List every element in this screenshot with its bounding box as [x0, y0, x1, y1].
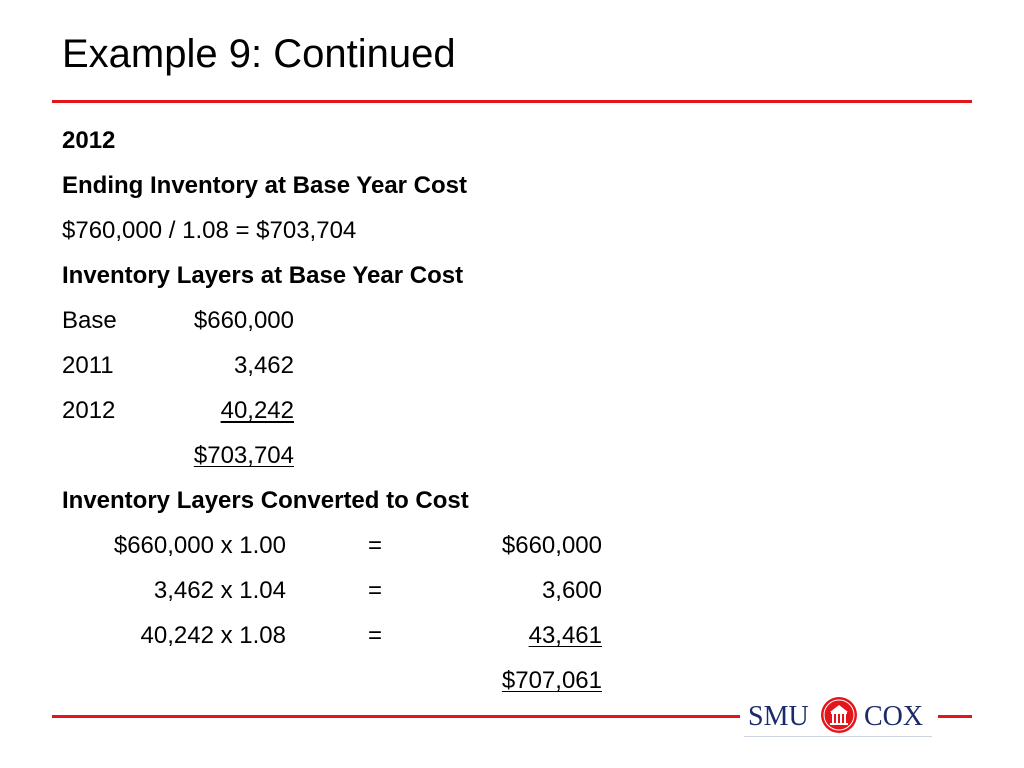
year-heading: 2012 — [62, 127, 116, 154]
logo-smu-text: SMU — [748, 701, 809, 732]
conversion-row: 3,462 x 1.04 = 3,600 — [62, 568, 622, 613]
layer-row: 2012 40,242 — [62, 388, 302, 433]
layer-label: 2012 — [62, 397, 116, 424]
conversion-calc: $660,000 x 1.00 — [113, 532, 286, 559]
logo-underline — [744, 736, 932, 737]
converted-total-row: $707,061 — [62, 658, 622, 703]
conversion-equals: = — [368, 622, 383, 649]
building-seal-icon — [821, 697, 857, 733]
layers-heading: Inventory Layers at Base Year Cost — [62, 262, 464, 289]
layer-amount: 3,462 — [233, 352, 294, 379]
conversion-result: $660,000 — [501, 532, 602, 559]
title-divider — [52, 100, 972, 103]
smu-cox-logo: SMU COX — [744, 694, 934, 740]
ending-inventory-calc: $760,000 / 1.08 = $703,704 — [62, 217, 357, 244]
conversion-result: 43,461 — [528, 622, 602, 649]
layer-row: Base $660,000 — [62, 298, 302, 343]
conversion-calc: 3,462 x 1.04 — [153, 577, 286, 604]
conversion-row: 40,242 x 1.08 = 43,461 — [62, 613, 622, 658]
conversion-row: $660,000 x 1.00 = $660,000 — [62, 523, 622, 568]
conversion-equals: = — [368, 577, 383, 604]
conversion-calc: 40,242 x 1.08 — [140, 622, 286, 649]
logo-cox-text: COX — [864, 701, 924, 732]
converted-total: $707,061 — [501, 667, 602, 694]
slide-title: Example 9: Continued — [62, 32, 456, 76]
layer-amount: $660,000 — [193, 307, 294, 334]
footer-divider-right — [938, 715, 972, 718]
conversion-equals: = — [368, 532, 383, 559]
layer-amount-value: 40,242 — [220, 397, 294, 424]
layer-label: 2011 — [62, 352, 114, 379]
converted-heading: Inventory Layers Converted to Cost — [62, 487, 469, 514]
conversion-result: 3,600 — [541, 577, 602, 604]
layers-total: $703,704 — [193, 442, 294, 469]
layer-amount: 40,242 — [164, 388, 294, 433]
ending-inventory-heading: Ending Inventory at Base Year Cost — [62, 172, 468, 199]
layer-row: 2011 3,462 — [62, 343, 302, 388]
layer-label: Base — [62, 307, 117, 334]
layers-total-row: $703,704 — [62, 433, 302, 478]
footer-divider-left — [52, 715, 740, 718]
